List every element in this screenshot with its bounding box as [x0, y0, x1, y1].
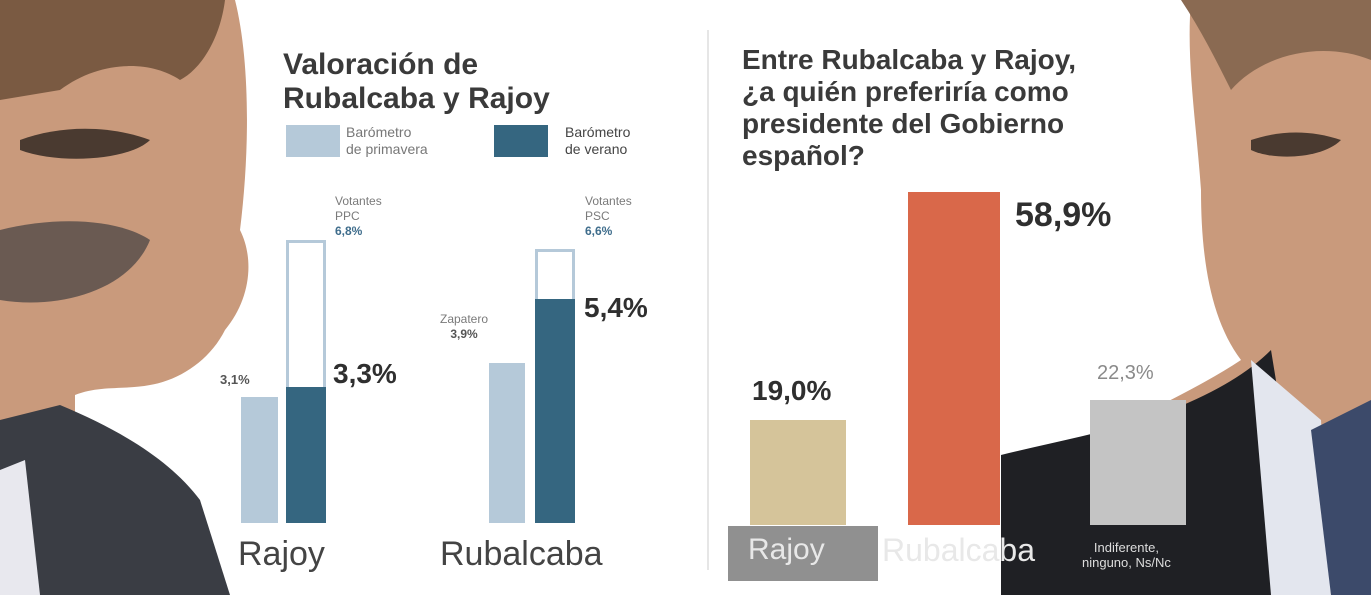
- legend-swatch-primavera: [286, 125, 340, 157]
- valoracion-panel: Valoración de Rubalcaba y Rajoy Barómetr…: [0, 0, 648, 595]
- label-rubalcaba-verano: 5,4%: [584, 292, 648, 323]
- value-pref-neutral: 22,3%: [1097, 362, 1154, 384]
- bar-rajoy-verano: [286, 387, 326, 523]
- bar-rubalcaba-primavera: [489, 363, 525, 523]
- panel-divider: [707, 30, 709, 570]
- preferencia-title-line2: ¿a quién preferiría como: [742, 76, 1069, 107]
- ann-zapatero-value: 3,9%: [450, 327, 478, 341]
- category-band-rajoy: [728, 526, 878, 581]
- category-rubalcaba: Rubalcaba: [440, 535, 603, 573]
- ann-psc-line2: PSC: [585, 209, 610, 223]
- legend-primavera-line1: Barómetro: [346, 124, 412, 140]
- value-pref-rajoy: 19,0%: [752, 375, 832, 406]
- legend-swatch-verano: [494, 125, 548, 157]
- ann-ppc-line1: Votantes: [335, 194, 382, 208]
- bar-pref-neutral: [1090, 400, 1186, 525]
- ann-psc-value: 6,6%: [585, 224, 613, 238]
- legend-label-primavera: Barómetro de primavera: [346, 124, 428, 158]
- annotation-zapatero: Zapatero 3,9%: [440, 312, 488, 342]
- category-rajoy: Rajoy: [238, 535, 325, 573]
- bar-rubalcaba-verano: [535, 299, 575, 523]
- preferencia-panel: Entre Rubalcaba y Rajoy, ¿a quién prefer…: [710, 0, 1371, 595]
- ann-psc-line1: Votantes: [585, 194, 632, 208]
- legend-verano-line1: Barómetro: [565, 124, 631, 140]
- preferencia-title-line3: presidente del Gobierno: [742, 108, 1065, 139]
- rajoy-photo: [0, 0, 270, 595]
- bar-pref-rubalcaba: [908, 192, 1000, 525]
- legend-primavera-line2: de primavera: [346, 141, 428, 157]
- annotation-votantes-psc: Votantes PSC 6,6%: [585, 194, 632, 239]
- label-rajoy-verano: 3,3%: [333, 358, 397, 389]
- pref-neutral-line1: Indiferente,: [1093, 540, 1159, 555]
- ann-ppc-line2: PPC: [335, 209, 360, 223]
- valoracion-title: Valoración de Rubalcaba y Rajoy: [283, 48, 550, 116]
- annotation-votantes-ppc: Votantes PPC 6,8%: [335, 194, 382, 239]
- bar-pref-rajoy: [750, 420, 846, 525]
- preferencia-title-line1: Entre Rubalcaba y Rajoy,: [742, 44, 1077, 75]
- bar-rajoy-primavera: [241, 397, 278, 523]
- pref-neutral-line2: ninguno, Ns/Nc: [1082, 555, 1171, 570]
- valoracion-title-line2: Rubalcaba y Rajoy: [283, 82, 550, 115]
- legend-label-verano: Barómetro de verano: [565, 124, 630, 158]
- label-rajoy-primavera: 3,1%: [220, 372, 250, 387]
- pref-category-rajoy: Rajoy: [748, 533, 825, 566]
- valoracion-title-line1: Valoración de: [283, 48, 479, 81]
- ann-zapatero-line1: Zapatero: [440, 312, 489, 326]
- preferencia-title-line4: español?: [742, 140, 865, 171]
- legend-verano-line2: de verano: [565, 141, 628, 157]
- preferencia-title: Entre Rubalcaba y Rajoy, ¿a quién prefer…: [742, 44, 1076, 172]
- pref-category-rubalcaba: Rubalcaba: [882, 532, 1035, 568]
- value-pref-rubalcaba: 58,9%: [1015, 196, 1112, 234]
- pref-category-neutral: Indiferente, ninguno, Ns/Nc: [1082, 540, 1171, 570]
- ann-ppc-value: 6,8%: [335, 224, 363, 238]
